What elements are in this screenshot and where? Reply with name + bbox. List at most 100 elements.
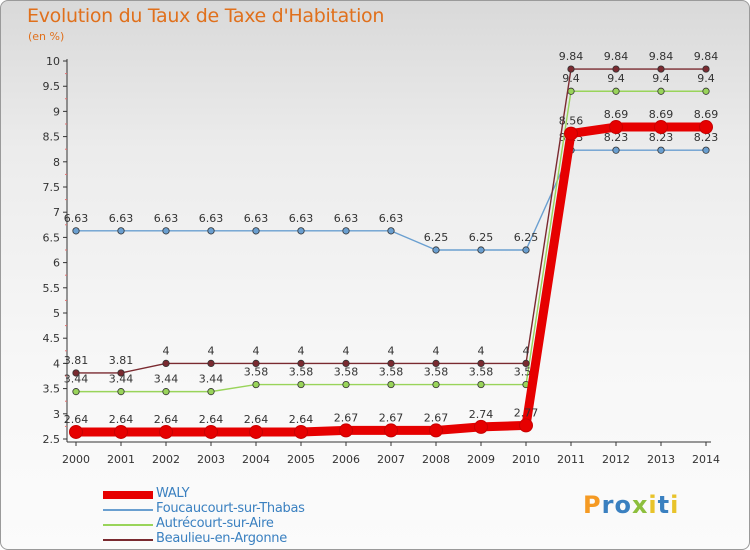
x-tick-label: 2003 xyxy=(197,453,225,466)
data-label-foucaucourt-sur-thabas: 6.63 xyxy=(334,212,359,225)
x-tick-label: 2001 xyxy=(107,453,135,466)
data-label-foucaucourt-sur-thabas: 6.63 xyxy=(379,212,404,225)
legend-swatch-beaulieu xyxy=(103,539,153,541)
data-point-autrecourt-sur-aire xyxy=(612,87,620,95)
chart-subtitle: (en %) xyxy=(28,30,65,43)
data-label-autrecourt-sur-aire: 3.44 xyxy=(199,373,224,386)
y-tick-label: 4.5 xyxy=(43,332,61,345)
data-point-waly xyxy=(699,120,713,135)
data-label-waly: 2.74 xyxy=(469,408,494,421)
data-label-autrecourt-sur-aire: 3.44 xyxy=(109,373,134,386)
legend: WALY Foucaucourt-sur-Thabas Autrécourt-s… xyxy=(103,486,383,547)
data-point-waly xyxy=(159,424,173,439)
data-label-beaulieu-en-argonne: 4 xyxy=(298,344,305,357)
x-tick-label: 2004 xyxy=(242,453,270,466)
data-point-waly xyxy=(474,419,488,434)
y-tick-label: 7.5 xyxy=(43,181,61,194)
data-label-foucaucourt-sur-thabas: 6.63 xyxy=(154,212,179,225)
data-point-beaulieu-en-argonne xyxy=(387,359,395,367)
data-label-beaulieu-en-argonne: 4 xyxy=(523,344,530,357)
data-label-foucaucourt-sur-thabas: 6.25 xyxy=(424,231,449,244)
logo-letter: P xyxy=(583,491,602,519)
data-point-waly xyxy=(384,423,398,438)
data-point-beaulieu-en-argonne xyxy=(117,369,125,377)
data-point-beaulieu-en-argonne xyxy=(342,359,350,367)
data-label-autrecourt-sur-aire: 3.44 xyxy=(154,373,179,386)
series-line-foucaucourt-sur-thabas xyxy=(75,149,707,251)
data-label-waly: 2.64 xyxy=(289,413,314,426)
data-label-beaulieu-en-argonne: 4 xyxy=(388,344,395,357)
legend-label-autrecourt: Autrécourt-sur-Aire xyxy=(156,516,274,531)
data-label-beaulieu-en-argonne: 4 xyxy=(433,344,440,357)
x-tick-label: 2002 xyxy=(152,453,180,466)
data-point-foucaucourt-sur-thabas xyxy=(522,246,530,254)
x-tick-label: 2005 xyxy=(287,453,315,466)
x-tick-label: 2000 xyxy=(62,453,90,466)
data-point-foucaucourt-sur-thabas xyxy=(297,227,305,235)
data-label-beaulieu-en-argonne: 4 xyxy=(478,344,485,357)
data-label-autrecourt-sur-aire: 3.58 xyxy=(334,366,359,379)
data-point-autrecourt-sur-aire xyxy=(657,87,665,95)
y-tick-label: 4 xyxy=(53,357,60,370)
x-tick-label: 2014 xyxy=(692,453,720,466)
data-label-autrecourt-sur-aire: 3.58 xyxy=(379,366,404,379)
data-point-beaulieu-en-argonne xyxy=(477,359,485,367)
data-label-waly: 2.67 xyxy=(424,411,449,424)
data-point-beaulieu-en-argonne xyxy=(432,359,440,367)
data-label-foucaucourt-sur-thabas: 6.63 xyxy=(64,212,89,225)
data-point-foucaucourt-sur-thabas xyxy=(702,146,710,154)
data-point-waly xyxy=(339,423,353,438)
data-point-beaulieu-en-argonne xyxy=(252,359,260,367)
data-label-waly: 2.77 xyxy=(514,406,539,419)
data-point-autrecourt-sur-aire xyxy=(252,380,260,389)
data-label-waly: 2.67 xyxy=(334,411,359,424)
data-label-foucaucourt-sur-thabas: 6.63 xyxy=(109,212,134,225)
data-point-beaulieu-en-argonne xyxy=(162,359,170,367)
data-label-beaulieu-en-argonne: 4 xyxy=(208,344,215,357)
data-point-foucaucourt-sur-thabas xyxy=(387,227,395,235)
y-tick-label: 9.5 xyxy=(43,80,61,93)
data-label-foucaucourt-sur-thabas: 8.23 xyxy=(604,131,629,144)
data-label-autrecourt-sur-aire: 9.4 xyxy=(697,72,715,85)
data-label-waly: 8.69 xyxy=(604,108,629,121)
data-point-autrecourt-sur-aire xyxy=(207,388,215,396)
data-label-autrecourt-sur-aire: 9.4 xyxy=(562,72,580,85)
x-tick-label: 2008 xyxy=(422,453,450,466)
data-point-foucaucourt-sur-thabas xyxy=(252,227,260,235)
data-label-beaulieu-en-argonne: 4 xyxy=(343,344,350,357)
data-point-foucaucourt-sur-thabas xyxy=(162,227,170,235)
data-label-waly: 2.64 xyxy=(109,413,134,426)
data-label-autrecourt-sur-aire: 9.4 xyxy=(652,72,670,85)
data-label-waly: 2.64 xyxy=(199,413,224,426)
data-point-autrecourt-sur-aire xyxy=(342,380,350,389)
y-tick-label: 6.5 xyxy=(43,231,61,244)
data-point-autrecourt-sur-aire xyxy=(117,388,125,396)
legend-item-autrecourt: Autrécourt-sur-Aire xyxy=(103,516,383,532)
data-point-autrecourt-sur-aire xyxy=(702,87,710,95)
data-point-foucaucourt-sur-thabas xyxy=(342,227,350,235)
legend-label-foucaucourt: Foucaucourt-sur-Thabas xyxy=(156,501,305,516)
x-tick-label: 2007 xyxy=(377,453,405,466)
data-point-autrecourt-sur-aire xyxy=(477,380,485,389)
x-tick-label: 2006 xyxy=(332,453,360,466)
legend-label-waly: WALY xyxy=(156,486,190,501)
data-label-waly: 2.64 xyxy=(64,413,89,426)
data-label-foucaucourt-sur-thabas: 6.25 xyxy=(469,231,494,244)
y-tick-label: 8.5 xyxy=(43,131,61,144)
data-point-autrecourt-sur-aire xyxy=(387,380,395,389)
logo-letter: x xyxy=(631,491,649,519)
chart-title: Evolution du Taux de Taxe d'Habitation xyxy=(27,5,385,27)
data-point-autrecourt-sur-aire xyxy=(432,380,440,389)
data-point-autrecourt-sur-aire xyxy=(567,87,575,95)
data-point-waly xyxy=(429,423,443,438)
y-tick-label: 8 xyxy=(53,156,60,169)
data-label-foucaucourt-sur-thabas: 6.25 xyxy=(514,231,539,244)
data-point-waly xyxy=(114,424,128,439)
y-tick-label: 7 xyxy=(53,206,60,219)
data-point-autrecourt-sur-aire xyxy=(72,388,80,396)
data-label-beaulieu-en-argonne: 9.84 xyxy=(604,50,629,63)
data-label-beaulieu-en-argonne: 4 xyxy=(163,344,170,357)
y-tick-label: 6 xyxy=(53,257,60,270)
